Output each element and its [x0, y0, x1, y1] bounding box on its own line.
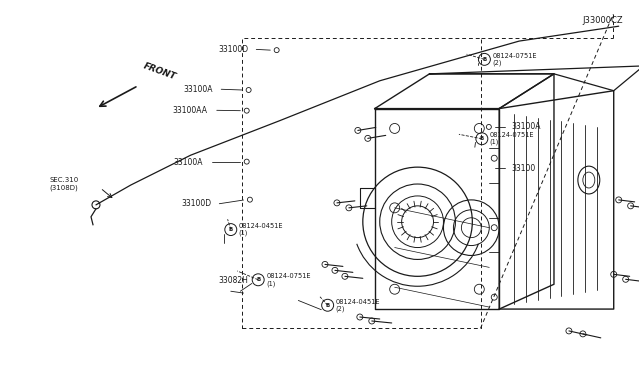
Text: 08124-0751E
(2): 08124-0751E (2) — [492, 52, 537, 66]
Text: B: B — [326, 303, 330, 308]
Text: 33100D: 33100D — [218, 45, 248, 54]
Text: 08124-0451E
(1): 08124-0451E (1) — [239, 223, 284, 236]
Text: J33000CZ: J33000CZ — [582, 16, 623, 25]
Text: FRONT: FRONT — [142, 61, 178, 81]
Text: SEC.310
(3108D): SEC.310 (3108D) — [49, 177, 79, 191]
Text: 33100A: 33100A — [183, 85, 212, 94]
Text: 33100A: 33100A — [511, 122, 541, 131]
Text: 33100AA: 33100AA — [172, 106, 207, 115]
Text: 08124-0451E
(2): 08124-0451E (2) — [335, 298, 380, 312]
Text: B: B — [228, 227, 233, 232]
Text: 33100: 33100 — [511, 164, 536, 173]
Text: B: B — [480, 136, 484, 141]
Text: 33082H: 33082H — [218, 276, 248, 285]
Text: 33100A: 33100A — [173, 157, 203, 167]
Text: B: B — [483, 57, 486, 62]
Text: 08124-0751E
(1): 08124-0751E (1) — [266, 273, 310, 286]
Text: B: B — [256, 277, 260, 282]
Text: 08124-0751E
(1): 08124-0751E (1) — [490, 132, 534, 145]
Text: 33100D: 33100D — [181, 199, 211, 208]
